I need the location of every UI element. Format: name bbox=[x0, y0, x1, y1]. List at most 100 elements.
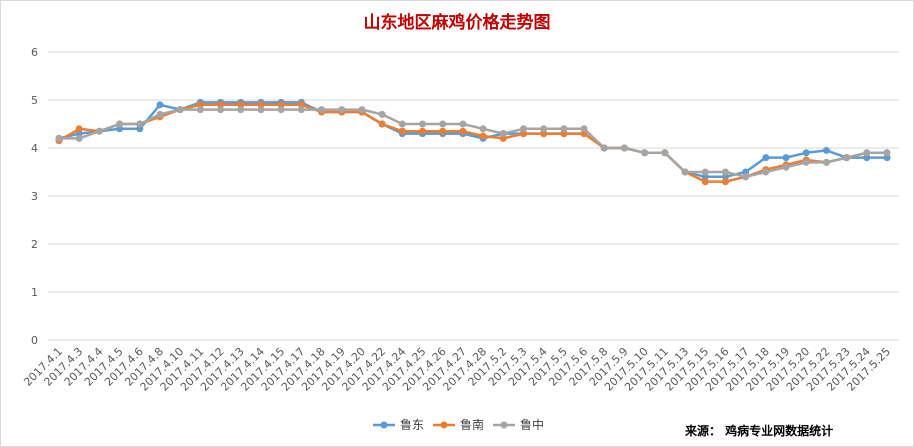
data-point bbox=[843, 154, 851, 162]
data-point bbox=[499, 130, 507, 138]
y-tick-label: 2 bbox=[31, 238, 38, 251]
legend-marker bbox=[440, 421, 448, 429]
series-lines bbox=[55, 98, 891, 186]
data-point bbox=[883, 154, 891, 162]
data-point bbox=[439, 120, 447, 128]
source-note: 来源： 鸡病专业网数据统计 bbox=[684, 423, 833, 438]
y-tick-label: 4 bbox=[31, 142, 38, 155]
x-axis-ticks: 2017.4.12017.4.32017.4.42017.4.52017.4.6… bbox=[21, 345, 893, 394]
data-point bbox=[277, 106, 285, 114]
data-point bbox=[580, 125, 588, 133]
series-3 bbox=[55, 106, 891, 181]
data-point bbox=[75, 134, 83, 142]
data-point bbox=[217, 101, 225, 109]
data-point bbox=[277, 101, 285, 109]
legend-label: 鲁中 bbox=[520, 417, 544, 432]
data-point bbox=[822, 146, 830, 154]
data-point bbox=[499, 134, 507, 142]
data-point bbox=[802, 149, 810, 157]
data-point bbox=[217, 106, 225, 114]
data-point bbox=[681, 168, 689, 176]
data-point bbox=[136, 120, 144, 128]
data-point bbox=[822, 158, 830, 166]
data-point bbox=[257, 101, 265, 109]
data-point bbox=[479, 132, 487, 140]
data-point bbox=[156, 101, 164, 109]
legend-marker bbox=[380, 421, 388, 429]
data-point bbox=[136, 125, 144, 133]
data-point bbox=[75, 125, 83, 133]
data-point bbox=[721, 173, 729, 181]
data-point bbox=[782, 163, 790, 171]
data-point bbox=[196, 101, 204, 109]
legend-item: 鲁南 bbox=[433, 417, 484, 432]
data-point bbox=[560, 130, 568, 138]
y-tick-label: 5 bbox=[31, 94, 38, 107]
y-tick-label: 3 bbox=[31, 190, 38, 203]
legend-marker bbox=[500, 421, 508, 429]
data-point bbox=[519, 125, 527, 133]
data-point bbox=[782, 154, 790, 162]
data-point bbox=[560, 125, 568, 133]
data-point bbox=[742, 168, 750, 176]
chart-title: 山东地区麻鸡价格走势图 bbox=[364, 12, 551, 33]
data-point bbox=[237, 101, 245, 109]
data-point bbox=[398, 120, 406, 128]
data-point bbox=[661, 149, 669, 157]
data-point bbox=[701, 178, 709, 186]
data-point bbox=[338, 106, 346, 114]
data-point bbox=[479, 125, 487, 133]
legend-label: 鲁南 bbox=[460, 417, 484, 432]
legend-label: 鲁东 bbox=[400, 418, 424, 432]
data-point bbox=[620, 144, 628, 152]
data-point bbox=[701, 173, 709, 181]
data-point bbox=[863, 154, 871, 162]
data-point bbox=[802, 158, 810, 166]
y-tick-label: 6 bbox=[31, 46, 38, 59]
data-point bbox=[519, 130, 527, 138]
data-point bbox=[883, 149, 891, 157]
data-point bbox=[116, 120, 124, 128]
data-point bbox=[55, 134, 63, 142]
data-point bbox=[378, 110, 386, 118]
data-point bbox=[196, 106, 204, 114]
data-point bbox=[358, 106, 366, 114]
data-point bbox=[439, 127, 447, 135]
data-point bbox=[459, 127, 467, 135]
data-point bbox=[116, 125, 124, 133]
data-point bbox=[318, 106, 326, 114]
data-point bbox=[378, 120, 386, 128]
data-point bbox=[701, 168, 709, 176]
data-point bbox=[297, 101, 305, 109]
data-point bbox=[237, 106, 245, 114]
data-point bbox=[419, 127, 427, 135]
data-point bbox=[459, 120, 467, 128]
legend-item: 鲁中 bbox=[493, 417, 544, 432]
gridlines bbox=[48, 51, 898, 341]
data-point bbox=[540, 130, 548, 138]
y-tick-label: 1 bbox=[31, 286, 38, 299]
legend: 鲁东 鲁南 鲁中 bbox=[373, 417, 544, 432]
legend-item: 鲁东 bbox=[373, 418, 424, 432]
data-point bbox=[75, 130, 83, 138]
data-point bbox=[156, 110, 164, 118]
y-axis-ticks: 0 1 2 3 4 5 6 bbox=[31, 46, 38, 347]
series-line bbox=[57, 101, 889, 179]
data-point bbox=[600, 144, 608, 152]
data-point bbox=[721, 168, 729, 176]
data-point bbox=[419, 120, 427, 128]
data-point bbox=[721, 178, 729, 186]
y-tick-label: 0 bbox=[31, 334, 38, 347]
data-point bbox=[95, 127, 103, 135]
data-point bbox=[762, 168, 770, 176]
data-point bbox=[863, 149, 871, 157]
data-point bbox=[742, 173, 750, 181]
data-point bbox=[398, 127, 406, 135]
data-point bbox=[762, 154, 770, 162]
data-point bbox=[257, 106, 265, 114]
data-point bbox=[540, 125, 548, 133]
data-point bbox=[176, 106, 184, 114]
data-point bbox=[297, 106, 305, 114]
